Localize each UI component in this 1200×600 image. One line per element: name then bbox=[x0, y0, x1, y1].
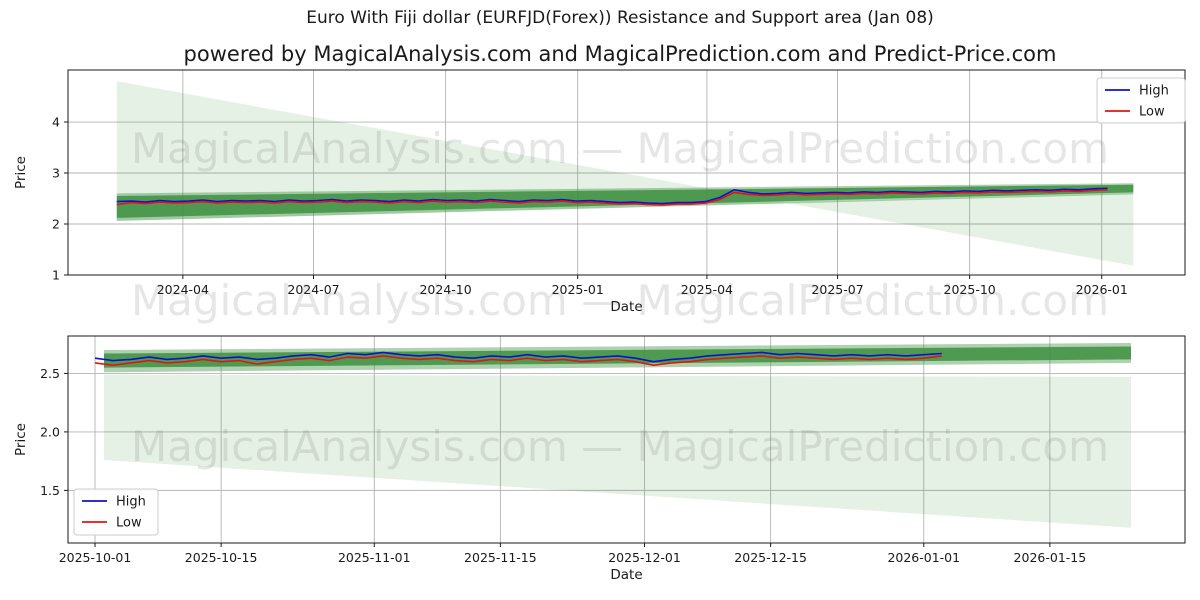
x-axis: 2025-10-01 2025-10-15 2025-11-01 2025-11-15… bbox=[59, 543, 1087, 565]
x-tick-label: 2025-12-01 bbox=[608, 550, 681, 565]
legend-low-label: Low bbox=[1139, 105, 1165, 120]
axes-frame bbox=[67, 69, 1186, 276]
legend: High Low bbox=[73, 488, 159, 536]
figure-title: Euro With Fiji dollar (EURFJD(Forex)) Re… bbox=[306, 8, 934, 28]
y-axis: 1 2 3 4 bbox=[52, 115, 68, 283]
y-tick-label: 2.5 bbox=[40, 366, 60, 381]
y-axis: 1.5 2.0 2.5 bbox=[40, 366, 68, 498]
x-tick-label: 2025-10-01 bbox=[59, 550, 132, 565]
y-tick-label: 2 bbox=[52, 217, 60, 232]
y-tick-label: 1 bbox=[52, 268, 60, 283]
y-tick-label: 4 bbox=[52, 115, 60, 130]
grid bbox=[68, 336, 1185, 543]
x-axis-label: Date bbox=[610, 299, 642, 315]
x-tick-label: 2026-01 bbox=[1076, 282, 1128, 297]
x-tick-label: 2024-10 bbox=[419, 282, 471, 297]
projection-wedge bbox=[116, 81, 1134, 266]
y-axis-label: Price bbox=[13, 156, 29, 189]
legend-low-label: Low bbox=[116, 516, 142, 531]
x-tick-label: 2025-04 bbox=[681, 282, 733, 297]
x-tick-label: 2025-10-15 bbox=[185, 550, 258, 565]
x-tick-label: 2025-01 bbox=[552, 282, 604, 297]
x-tick-label: 2025-07 bbox=[811, 282, 863, 297]
x-tick-label: 2024-07 bbox=[287, 282, 339, 297]
low-line bbox=[94, 355, 942, 367]
y-axis-label: Price bbox=[13, 423, 29, 456]
x-axis: 2024-04 2024-07 2024-10 2025-01 2025-04 2025-… bbox=[157, 275, 1128, 297]
chart-bottom: 2025-10-01 2025-10-15 2025-11-01 2025-11-15… bbox=[13, 335, 1186, 583]
legend: High Low bbox=[1096, 77, 1186, 124]
projection-wedge bbox=[104, 374, 1131, 528]
high-line bbox=[116, 187, 1108, 205]
y-tick-label: 2.0 bbox=[40, 424, 60, 439]
x-tick-label: 2025-12-15 bbox=[734, 550, 807, 565]
inner-support-resistance-band bbox=[104, 346, 1131, 368]
y-tick-label: 1.5 bbox=[40, 483, 60, 498]
x-tick-label: 2025-11-01 bbox=[338, 550, 411, 565]
x-tick-label: 2025-10 bbox=[944, 282, 996, 297]
chart-top: 2024-04 2024-07 2024-10 2025-01 2025-04 2025-… bbox=[13, 69, 1186, 315]
axes-frame bbox=[67, 335, 1186, 544]
low-line bbox=[116, 189, 1108, 206]
figure-subtitle: powered by MagicalAnalysis.com and Magic… bbox=[183, 42, 1057, 66]
legend-high-label: High bbox=[116, 495, 146, 510]
legend-high-label: High bbox=[1139, 84, 1169, 99]
x-tick-label: 2026-01-01 bbox=[887, 550, 960, 565]
high-line bbox=[94, 351, 942, 363]
x-tick-label: 2026-01-15 bbox=[1014, 550, 1087, 565]
x-axis-label: Date bbox=[610, 567, 642, 583]
x-tick-label: 2024-04 bbox=[157, 282, 209, 297]
y-tick-label: 3 bbox=[52, 166, 60, 181]
x-tick-label: 2025-11-15 bbox=[464, 550, 537, 565]
